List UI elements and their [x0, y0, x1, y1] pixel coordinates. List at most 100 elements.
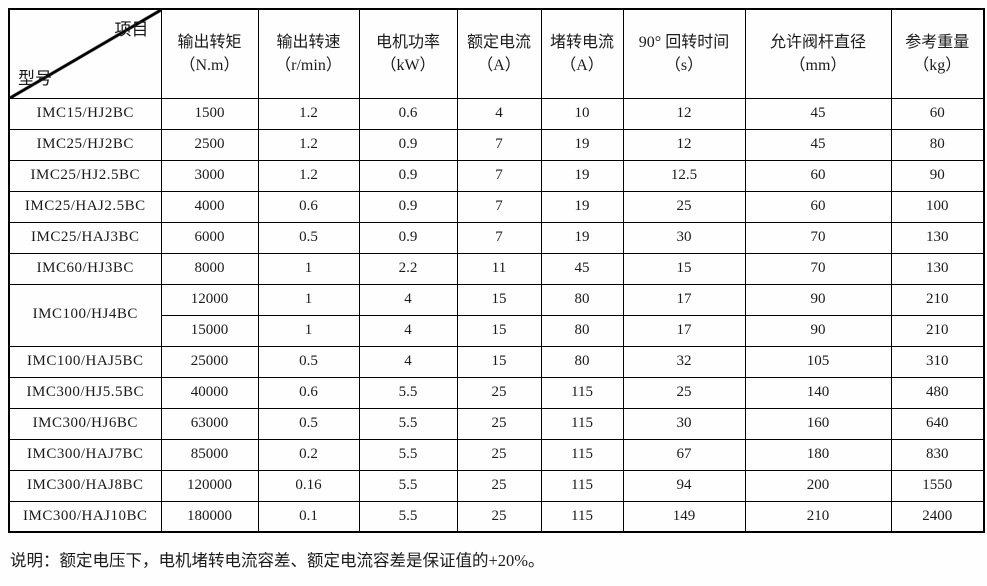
- value-cell: 32: [622, 345, 746, 378]
- value-cell: 130: [890, 221, 985, 254]
- header-label: 允许阀杆直径: [769, 33, 866, 51]
- value-cell: 0.16: [257, 469, 360, 502]
- value-cell: 10: [540, 97, 624, 130]
- value-cell: 0.6: [257, 190, 360, 223]
- value-cell: 12000: [160, 283, 259, 316]
- value-cell: 4: [358, 283, 458, 316]
- value-cell: 480: [890, 376, 985, 409]
- header-label: 额定电流: [466, 33, 531, 51]
- value-cell: 115: [540, 407, 624, 440]
- value-cell: 1550: [890, 469, 985, 502]
- value-cell: 80: [540, 283, 624, 316]
- model-cell: IMC300/HAJ10BC: [8, 500, 162, 533]
- value-cell: 115: [540, 500, 624, 533]
- value-cell: 0.5: [257, 221, 360, 254]
- value-cell: 90: [744, 283, 892, 316]
- table-row: IMC300/HAJ10BC 180000 0.1 5.5 25 115 149…: [8, 500, 985, 533]
- table-row: IMC100/HAJ5BC 25000 0.5 4 15 80 32 105 3…: [8, 345, 985, 378]
- value-cell: 7: [456, 159, 542, 192]
- column-header-stem-diameter: 允许阀杆直径 （mm）: [744, 8, 892, 99]
- value-cell: 5.5: [358, 407, 458, 440]
- value-cell: 45: [744, 97, 892, 130]
- value-cell: 1500: [160, 97, 259, 130]
- table-row: 15000 1 4 15 80 17 90 210: [9, 314, 985, 347]
- value-cell: 4: [358, 314, 458, 347]
- value-cell: 130: [890, 252, 985, 285]
- value-cell: 210: [890, 314, 985, 347]
- model-cell: IMC25/HAJ3BC: [8, 221, 162, 254]
- value-cell: 120000: [160, 469, 259, 502]
- value-cell: 6000: [160, 221, 259, 254]
- value-cell: 25: [456, 407, 542, 440]
- value-cell: 0.6: [257, 376, 360, 409]
- value-cell: 0.9: [358, 128, 458, 161]
- table-row: IMC25/HJ2.5BC 3000 1.2 0.9 7 19 12.5 60 …: [8, 159, 985, 192]
- column-header-weight: 参考重量 （kg）: [890, 8, 985, 99]
- table-row: IMC60/HJ3BC 8000 1 2.2 11 45 15 70 130: [8, 252, 985, 285]
- header-label: 输出转矩: [177, 33, 242, 51]
- value-cell: 4: [358, 345, 458, 378]
- header-label: 参考重量: [905, 33, 970, 51]
- value-cell: 1: [257, 283, 360, 316]
- value-cell: 115: [540, 376, 624, 409]
- value-cell: 4000: [160, 190, 259, 223]
- header-label: 输出转速: [276, 33, 341, 51]
- value-cell: 5.5: [358, 438, 458, 471]
- value-cell: 7: [456, 190, 542, 223]
- value-cell: 25000: [160, 345, 259, 378]
- header-unit: （A）: [477, 56, 521, 74]
- value-cell: 2500: [160, 128, 259, 161]
- column-header-torque: 输出转矩 （N.m）: [160, 8, 259, 99]
- value-cell: 0.5: [257, 345, 360, 378]
- table-row: IMC25/HAJ3BC 6000 0.5 0.9 7 19 30 70 130: [8, 221, 985, 254]
- value-cell: 15: [456, 345, 542, 378]
- model-cell: IMC300/HJ6BC: [8, 407, 162, 440]
- value-cell: 100: [890, 190, 985, 223]
- header-unit: （mm）: [789, 56, 847, 74]
- value-cell: 94: [622, 469, 746, 502]
- value-cell: 180000: [160, 500, 259, 533]
- value-cell: 15: [456, 283, 542, 316]
- header-unit: （kg）: [913, 56, 962, 74]
- model-cell: IMC100/HJ4BC: [8, 283, 162, 347]
- table-row: IMC300/HJ6BC 63000 0.5 5.5 25 115 30 160…: [8, 407, 985, 440]
- value-cell: 17: [622, 283, 746, 316]
- model-cell: IMC25/HJ2BC: [8, 128, 162, 161]
- value-cell: 25: [456, 500, 542, 533]
- value-cell: 45: [744, 128, 892, 161]
- value-cell: 25: [456, 438, 542, 471]
- value-cell: 5.5: [358, 500, 458, 533]
- value-cell: 30: [622, 407, 746, 440]
- value-cell: 25: [622, 190, 746, 223]
- header-label: 电机功率: [375, 33, 440, 51]
- table-row: IMC300/HJ5.5BC 40000 0.6 5.5 25 115 25 1…: [8, 376, 985, 409]
- value-cell: 12: [622, 128, 746, 161]
- header-unit: （N.m）: [179, 56, 240, 74]
- header-unit: （r/min）: [275, 56, 342, 74]
- value-cell: 60: [744, 159, 892, 192]
- note-text: 说明：额定电压下，电机堵转电流容差、额定电流容差是保证值的+20%。: [10, 551, 545, 570]
- value-cell: 19: [540, 128, 624, 161]
- value-cell: 19: [540, 221, 624, 254]
- value-cell: 0.9: [358, 221, 458, 254]
- value-cell: 4: [456, 97, 542, 130]
- value-cell: 0.5: [257, 407, 360, 440]
- table-row: IMC300/HAJ7BC 85000 0.2 5.5 25 115 67 18…: [8, 438, 985, 471]
- value-cell: 0.1: [257, 500, 360, 533]
- value-cell: 0.9: [358, 190, 458, 223]
- value-cell: 160: [744, 407, 892, 440]
- value-cell: 115: [540, 469, 624, 502]
- value-cell: 45: [540, 252, 624, 285]
- value-cell: 30: [622, 221, 746, 254]
- value-cell: 19: [540, 159, 624, 192]
- value-cell: 640: [890, 407, 985, 440]
- value-cell: 200: [744, 469, 892, 502]
- value-cell: 8000: [160, 252, 259, 285]
- column-header-speed: 输出转速 （r/min）: [257, 8, 360, 99]
- table-row: IMC15/HJ2BC 1500 1.2 0.6 4 10 12 45 60: [8, 97, 985, 130]
- column-header-stall-current: 堵转电流 （A）: [540, 8, 624, 99]
- value-cell: 25: [456, 376, 542, 409]
- corner-header-cell: 项目 型号: [8, 8, 162, 99]
- value-cell: 1.2: [257, 159, 360, 192]
- value-cell: 210: [890, 283, 985, 316]
